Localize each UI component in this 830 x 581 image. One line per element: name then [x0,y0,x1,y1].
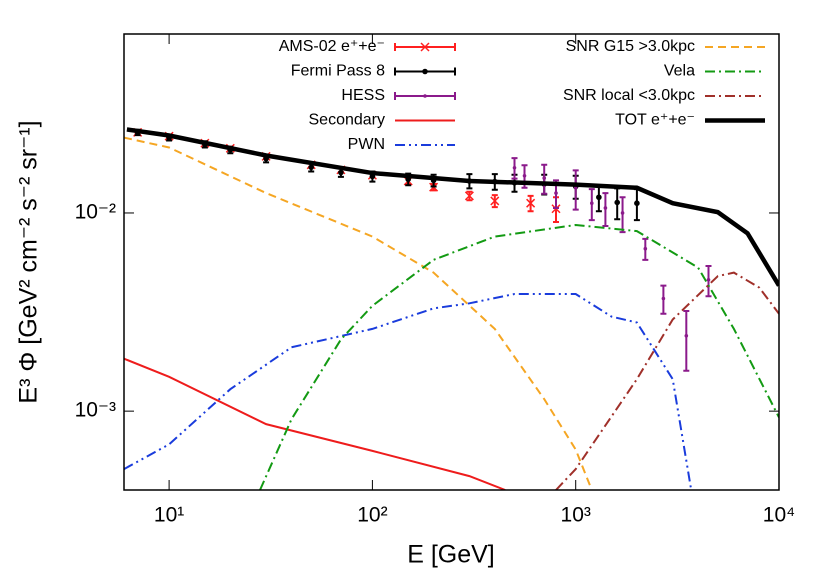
data-point [512,166,517,170]
data-point [603,206,608,210]
data-point [522,174,527,178]
x-tick-label: 10² [357,504,387,527]
x-axis-label: E [GeV] [407,541,495,569]
plot-area [124,127,779,490]
data-point [643,246,648,251]
legend-swatch [394,43,456,51]
legend-label: TOT e⁺+e⁻ [615,112,695,129]
legend-label: Secondary [309,112,386,129]
legend-swatch [420,42,430,52]
error-bar [572,169,579,211]
legend-swatch [423,94,427,98]
data-point [634,200,640,207]
curve [124,357,506,490]
legend-label: SNR local <3.0kpc [563,87,695,104]
curve [259,223,779,490]
y-tick-label: 10⁻² [75,201,116,224]
curve [555,271,779,490]
data-point [554,191,558,195]
legend-label: PWN [348,136,385,153]
x-tick-label: 10¹ [154,504,184,527]
data-point [661,296,666,301]
error-bar [683,310,690,372]
curve [126,127,779,287]
legend-label: HESS [341,87,385,104]
plot-frame [123,33,780,491]
data-point [464,191,474,201]
curve [124,293,693,490]
data-point [614,199,620,206]
data-point [620,211,625,215]
data-point [308,164,315,171]
legend-label: Vela [664,63,695,80]
data-point [684,333,689,338]
x-tick-label: 10⁴ [763,504,795,527]
legend-label: SNR G15 >3.0kpc [566,38,695,55]
legend-swatch [394,67,456,76]
legend-label: AMS-02 e⁺+e⁻ [279,38,385,55]
data-point [542,176,547,180]
legend-swatch [394,92,456,100]
curve [124,136,593,490]
x-tick-label: 10³ [561,504,591,527]
data-point [596,194,602,201]
data-point [490,196,500,206]
legend-swatch [422,68,428,75]
data-point [338,169,344,176]
y-tick-label: 10⁻³ [75,399,116,422]
data-point [589,201,594,206]
y-axis-label: E³ Φ [GeV² cm⁻² s⁻² sr⁻¹] [15,120,43,403]
data-point [706,277,711,282]
legend-label: Fermi Pass 8 [291,63,385,80]
data-point [526,198,536,208]
